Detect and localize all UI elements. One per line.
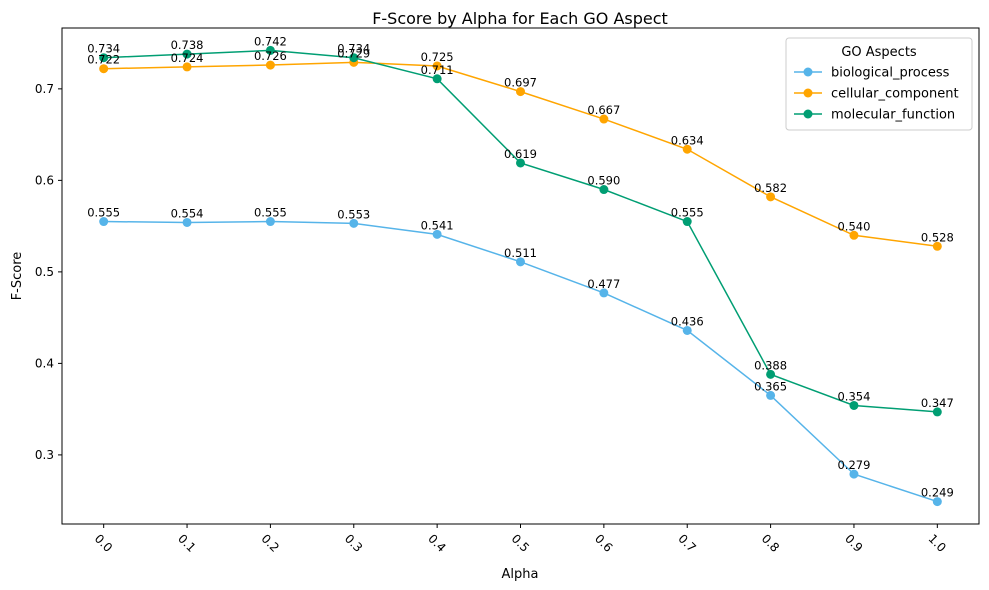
data-point-biological_process — [182, 217, 192, 227]
data-point-biological_process — [682, 325, 692, 335]
data-point-cellular_component — [516, 87, 525, 97]
data-label-biological_process: 0.511 — [504, 246, 537, 260]
legend-marker-biological_process — [803, 67, 813, 77]
x-tick-label: 1.0 — [925, 531, 948, 554]
data-point-cellular_component — [432, 61, 442, 71]
data-label-biological_process: 0.541 — [421, 218, 454, 232]
data-label-molecular_function: 0.711 — [421, 63, 454, 77]
legend-label-molecular_function: molecular_function — [831, 108, 955, 123]
data-label-molecular_function: 0.619 — [504, 147, 537, 161]
data-label-cellular_component: 0.667 — [587, 103, 620, 117]
data-label-biological_process: 0.365 — [754, 379, 787, 393]
data-point-molecular_function — [99, 53, 109, 63]
data-point-biological_process — [932, 497, 942, 507]
data-point-biological_process — [99, 217, 109, 227]
y-tick-label: 0.7 — [35, 82, 54, 96]
data-point-cellular_component — [265, 60, 275, 70]
data-point-cellular_component — [99, 64, 109, 74]
data-point-molecular_function — [849, 400, 859, 410]
y-axis-label: F-Score — [10, 252, 25, 301]
x-tick-label: 0.2 — [259, 531, 282, 554]
x-axis-label: Alpha — [502, 567, 539, 582]
data-label-cellular_component: 0.697 — [504, 76, 537, 90]
x-tick-label: 0.3 — [342, 531, 365, 554]
x-tick-label: 0.5 — [509, 531, 532, 554]
data-label-molecular_function: 0.742 — [254, 34, 287, 48]
data-label-cellular_component: 0.582 — [754, 181, 787, 195]
data-point-molecular_function — [599, 185, 609, 195]
legend-marker-molecular_function — [803, 109, 813, 119]
data-label-molecular_function: 0.734 — [87, 42, 120, 56]
data-point-cellular_component — [182, 62, 192, 72]
data-label-cellular_component: 0.540 — [837, 219, 870, 233]
data-point-molecular_function — [682, 217, 692, 227]
legend-label-biological_process: biological_process — [831, 66, 950, 81]
data-label-molecular_function: 0.734 — [337, 42, 370, 56]
data-label-biological_process: 0.477 — [587, 277, 620, 291]
x-tick-label: 0.1 — [175, 531, 198, 554]
data-point-biological_process — [849, 469, 859, 479]
data-label-biological_process: 0.554 — [171, 206, 204, 220]
data-label-cellular_component: 0.724 — [171, 51, 204, 65]
data-label-cellular_component: 0.726 — [254, 49, 287, 63]
data-label-biological_process: 0.249 — [921, 486, 954, 500]
data-label-biological_process: 0.279 — [837, 458, 870, 472]
data-point-cellular_component — [849, 230, 859, 240]
data-point-biological_process — [766, 390, 776, 400]
x-tick-label: 0.8 — [759, 531, 782, 554]
x-tick-label: 0.0 — [92, 531, 115, 554]
data-point-molecular_function — [349, 53, 359, 63]
data-labels: 0.555 0.554 0.555 0.553 0.541 0.511 0.477 0.436… — [87, 34, 954, 499]
data-point-cellular_component — [932, 241, 942, 251]
x-tick-label: 0.6 — [592, 531, 615, 554]
data-label-cellular_component: 0.634 — [671, 133, 704, 147]
chart-title: F-Score by Alpha for Each GO Aspect — [372, 9, 668, 28]
data-point-molecular_function — [265, 45, 275, 55]
data-point-biological_process — [432, 229, 442, 239]
data-label-molecular_function: 0.590 — [587, 174, 620, 188]
data-point-cellular_component — [682, 144, 692, 154]
y-tick-label: 0.3 — [35, 448, 54, 462]
data-label-biological_process: 0.555 — [87, 206, 120, 220]
data-label-molecular_function: 0.347 — [921, 396, 954, 410]
axis-ticks: 0.0 0.1 0.2 0.3 0.4 0.5 0.6 0.7 0.8 0.9 1.0 0.3 0.4 0… — [35, 82, 949, 555]
data-point-biological_process — [516, 257, 525, 267]
y-tick-label: 0.6 — [35, 173, 54, 187]
data-point-molecular_function — [766, 369, 776, 379]
plot-area — [61, 27, 980, 525]
data-label-molecular_function: 0.555 — [671, 206, 704, 220]
y-tick-label: 0.5 — [35, 265, 54, 279]
data-point-cellular_component — [766, 192, 776, 202]
legend-marker-cellular_component — [803, 88, 813, 98]
data-label-cellular_component: 0.722 — [87, 53, 120, 67]
data-point-molecular_function — [516, 158, 525, 168]
x-tick-label: 0.9 — [842, 531, 865, 554]
data-point-molecular_function — [182, 49, 192, 59]
data-label-cellular_component: 0.729 — [337, 46, 370, 60]
data-point-biological_process — [349, 218, 359, 228]
data-label-cellular_component: 0.725 — [421, 50, 454, 64]
data-label-biological_process: 0.553 — [337, 207, 370, 221]
series-group — [99, 45, 942, 507]
legend: GO Aspects biological_process cellular_co… — [785, 37, 973, 131]
data-label-cellular_component: 0.528 — [921, 230, 954, 244]
x-tick-label: 0.4 — [425, 531, 448, 554]
data-label-molecular_function: 0.354 — [837, 389, 870, 403]
legend-title: GO Aspects — [841, 45, 917, 60]
data-point-molecular_function — [432, 74, 442, 84]
x-tick-label: 0.7 — [675, 531, 698, 554]
data-label-biological_process: 0.555 — [254, 206, 287, 220]
data-point-biological_process — [599, 288, 609, 298]
y-tick-label: 0.4 — [35, 356, 54, 370]
data-point-biological_process — [265, 217, 275, 227]
data-label-molecular_function: 0.738 — [171, 38, 204, 52]
data-label-biological_process: 0.436 — [671, 314, 704, 328]
legend-box — [785, 37, 973, 131]
legend-label-cellular_component: cellular_component — [831, 87, 959, 102]
data-label-molecular_function: 0.388 — [754, 358, 787, 372]
data-point-cellular_component — [599, 114, 609, 124]
data-point-molecular_function — [932, 407, 942, 417]
